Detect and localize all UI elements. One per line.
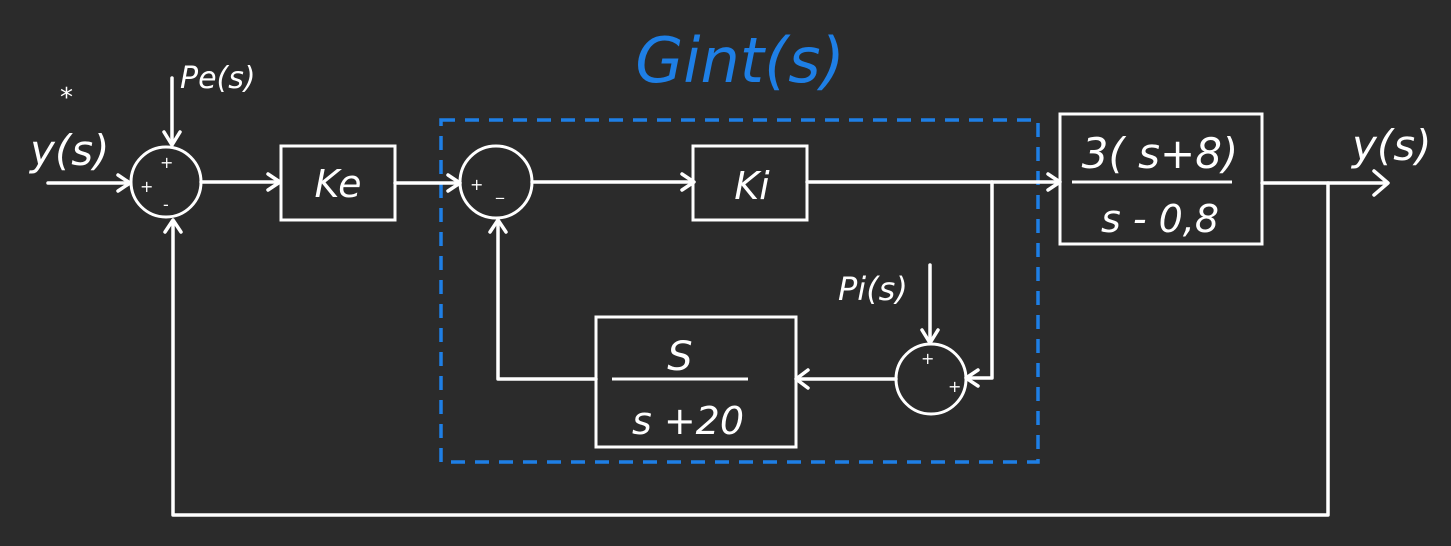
- ke-label: Ke: [315, 162, 362, 206]
- output-arrow: [1372, 169, 1390, 197]
- outer-feedback-arrow: [163, 218, 183, 234]
- feedback-to-inner-sum-arrow: [488, 218, 508, 234]
- inner-sum-sign-right: _: [495, 180, 505, 200]
- feedback-to-inner-sum-wire: [496, 220, 598, 381]
- plant-denominator: s - 0,8: [1101, 197, 1219, 241]
- outer-disturbance-arrow: [162, 130, 182, 147]
- inner-disturbance-arrow: [920, 328, 940, 345]
- inner-disturbance-label: Pi(s): [838, 270, 908, 308]
- input-label: y(s): [28, 126, 110, 175]
- output-label: y(s): [1350, 121, 1432, 170]
- disturbance-sum-sign-top: +: [921, 349, 934, 368]
- inner-sum-sign-left: +: [470, 175, 483, 194]
- disturbance-sum-sign-right: +: [948, 377, 961, 396]
- feedback-denominator: s +20: [632, 399, 744, 443]
- gint-title: Gint(s): [635, 24, 845, 97]
- outer-sum-sign-bottom: -: [163, 195, 169, 214]
- plant-numerator: 3( s+8): [1082, 129, 1239, 178]
- inner-branch-wire: [966, 180, 994, 380]
- ki-label: Ki: [734, 164, 770, 208]
- feedback-tf-block: [594, 315, 798, 449]
- plant-block: [1058, 112, 1264, 246]
- outer-sum-sign-top: +: [160, 153, 173, 172]
- outer-feedback-wire: [171, 181, 1330, 517]
- outer-sum-sign-left: +: [140, 177, 153, 196]
- feedback-numerator: S: [667, 334, 692, 380]
- outer-disturbance-label: Pe(s): [180, 61, 256, 96]
- gint-region: [439, 118, 1040, 464]
- input-star: *: [60, 83, 73, 113]
